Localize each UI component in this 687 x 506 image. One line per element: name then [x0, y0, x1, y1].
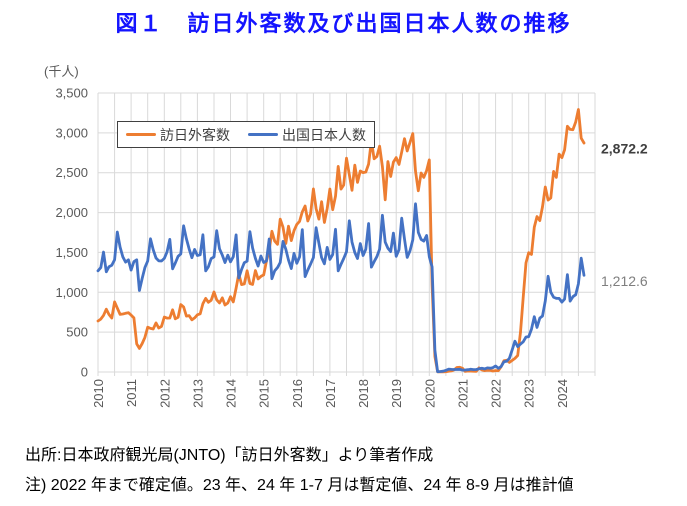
x-tick-label: 2017 [323, 379, 338, 408]
x-tick-label: 2019 [389, 379, 404, 408]
figure-title: 図１ 訪日外客数及び出国日本人数の推移 [115, 11, 572, 36]
line-chart: 0 500 1,000 1,500 2,000 2,500 3,000 3,500 2010 20… [55, 86, 648, 408]
x-tick-label: 2015 [257, 379, 272, 408]
y-tick-label: 2,500 [55, 165, 88, 180]
y-axis-unit-label: (千人) [44, 64, 79, 79]
legend-swatch-visitors-icon [126, 132, 156, 137]
y-tick-label: 1,000 [55, 285, 88, 300]
series-end-value-label: 1,212.6 [601, 273, 648, 289]
y-tick-label: 1,500 [55, 245, 88, 260]
legend-swatch-departures-icon [248, 132, 278, 137]
source-note: 出所:日本政府観光局(JNTO)「訪日外客数」より筆者作成 [25, 447, 434, 464]
y-tick-label: 500 [66, 325, 88, 340]
x-tick-label: 2020 [422, 379, 437, 408]
x-tick-label: 2012 [157, 379, 172, 408]
series-end-value-label: 2,872.2 [601, 141, 648, 157]
x-tick-label: 2011 [124, 379, 139, 407]
estimation-note: 注) 2022 年まで確定値。23 年、24 年 1-7 月は暫定値、24 年 … [25, 477, 574, 494]
y-tick-label: 2,000 [55, 205, 88, 220]
chart-legend: 訪日外客数 出国日本人数 [117, 121, 375, 148]
x-tick-label: 2023 [522, 379, 537, 408]
x-tick-label: 2021 [456, 379, 471, 408]
legend-item-visitors: 訪日外客数 [126, 125, 230, 145]
y-tick-label: 0 [81, 365, 88, 380]
legend-item-departures: 出国日本人数 [248, 125, 366, 145]
x-tick-label: 2022 [489, 379, 504, 408]
x-tick-label: 2016 [290, 379, 305, 408]
legend-label-visitors: 訪日外客数 [160, 126, 230, 143]
x-tick-label: 2013 [190, 379, 205, 408]
x-tick-label: 2018 [356, 379, 371, 408]
y-tick-label: 3,000 [55, 125, 88, 140]
legend-label-departures: 出国日本人数 [282, 126, 366, 143]
y-tick-label: 3,500 [55, 86, 88, 101]
x-tick-label: 2014 [224, 379, 239, 408]
x-tick-label: 2010 [91, 379, 106, 408]
series-line [96, 202, 586, 374]
x-tick-label: 2024 [555, 379, 570, 408]
